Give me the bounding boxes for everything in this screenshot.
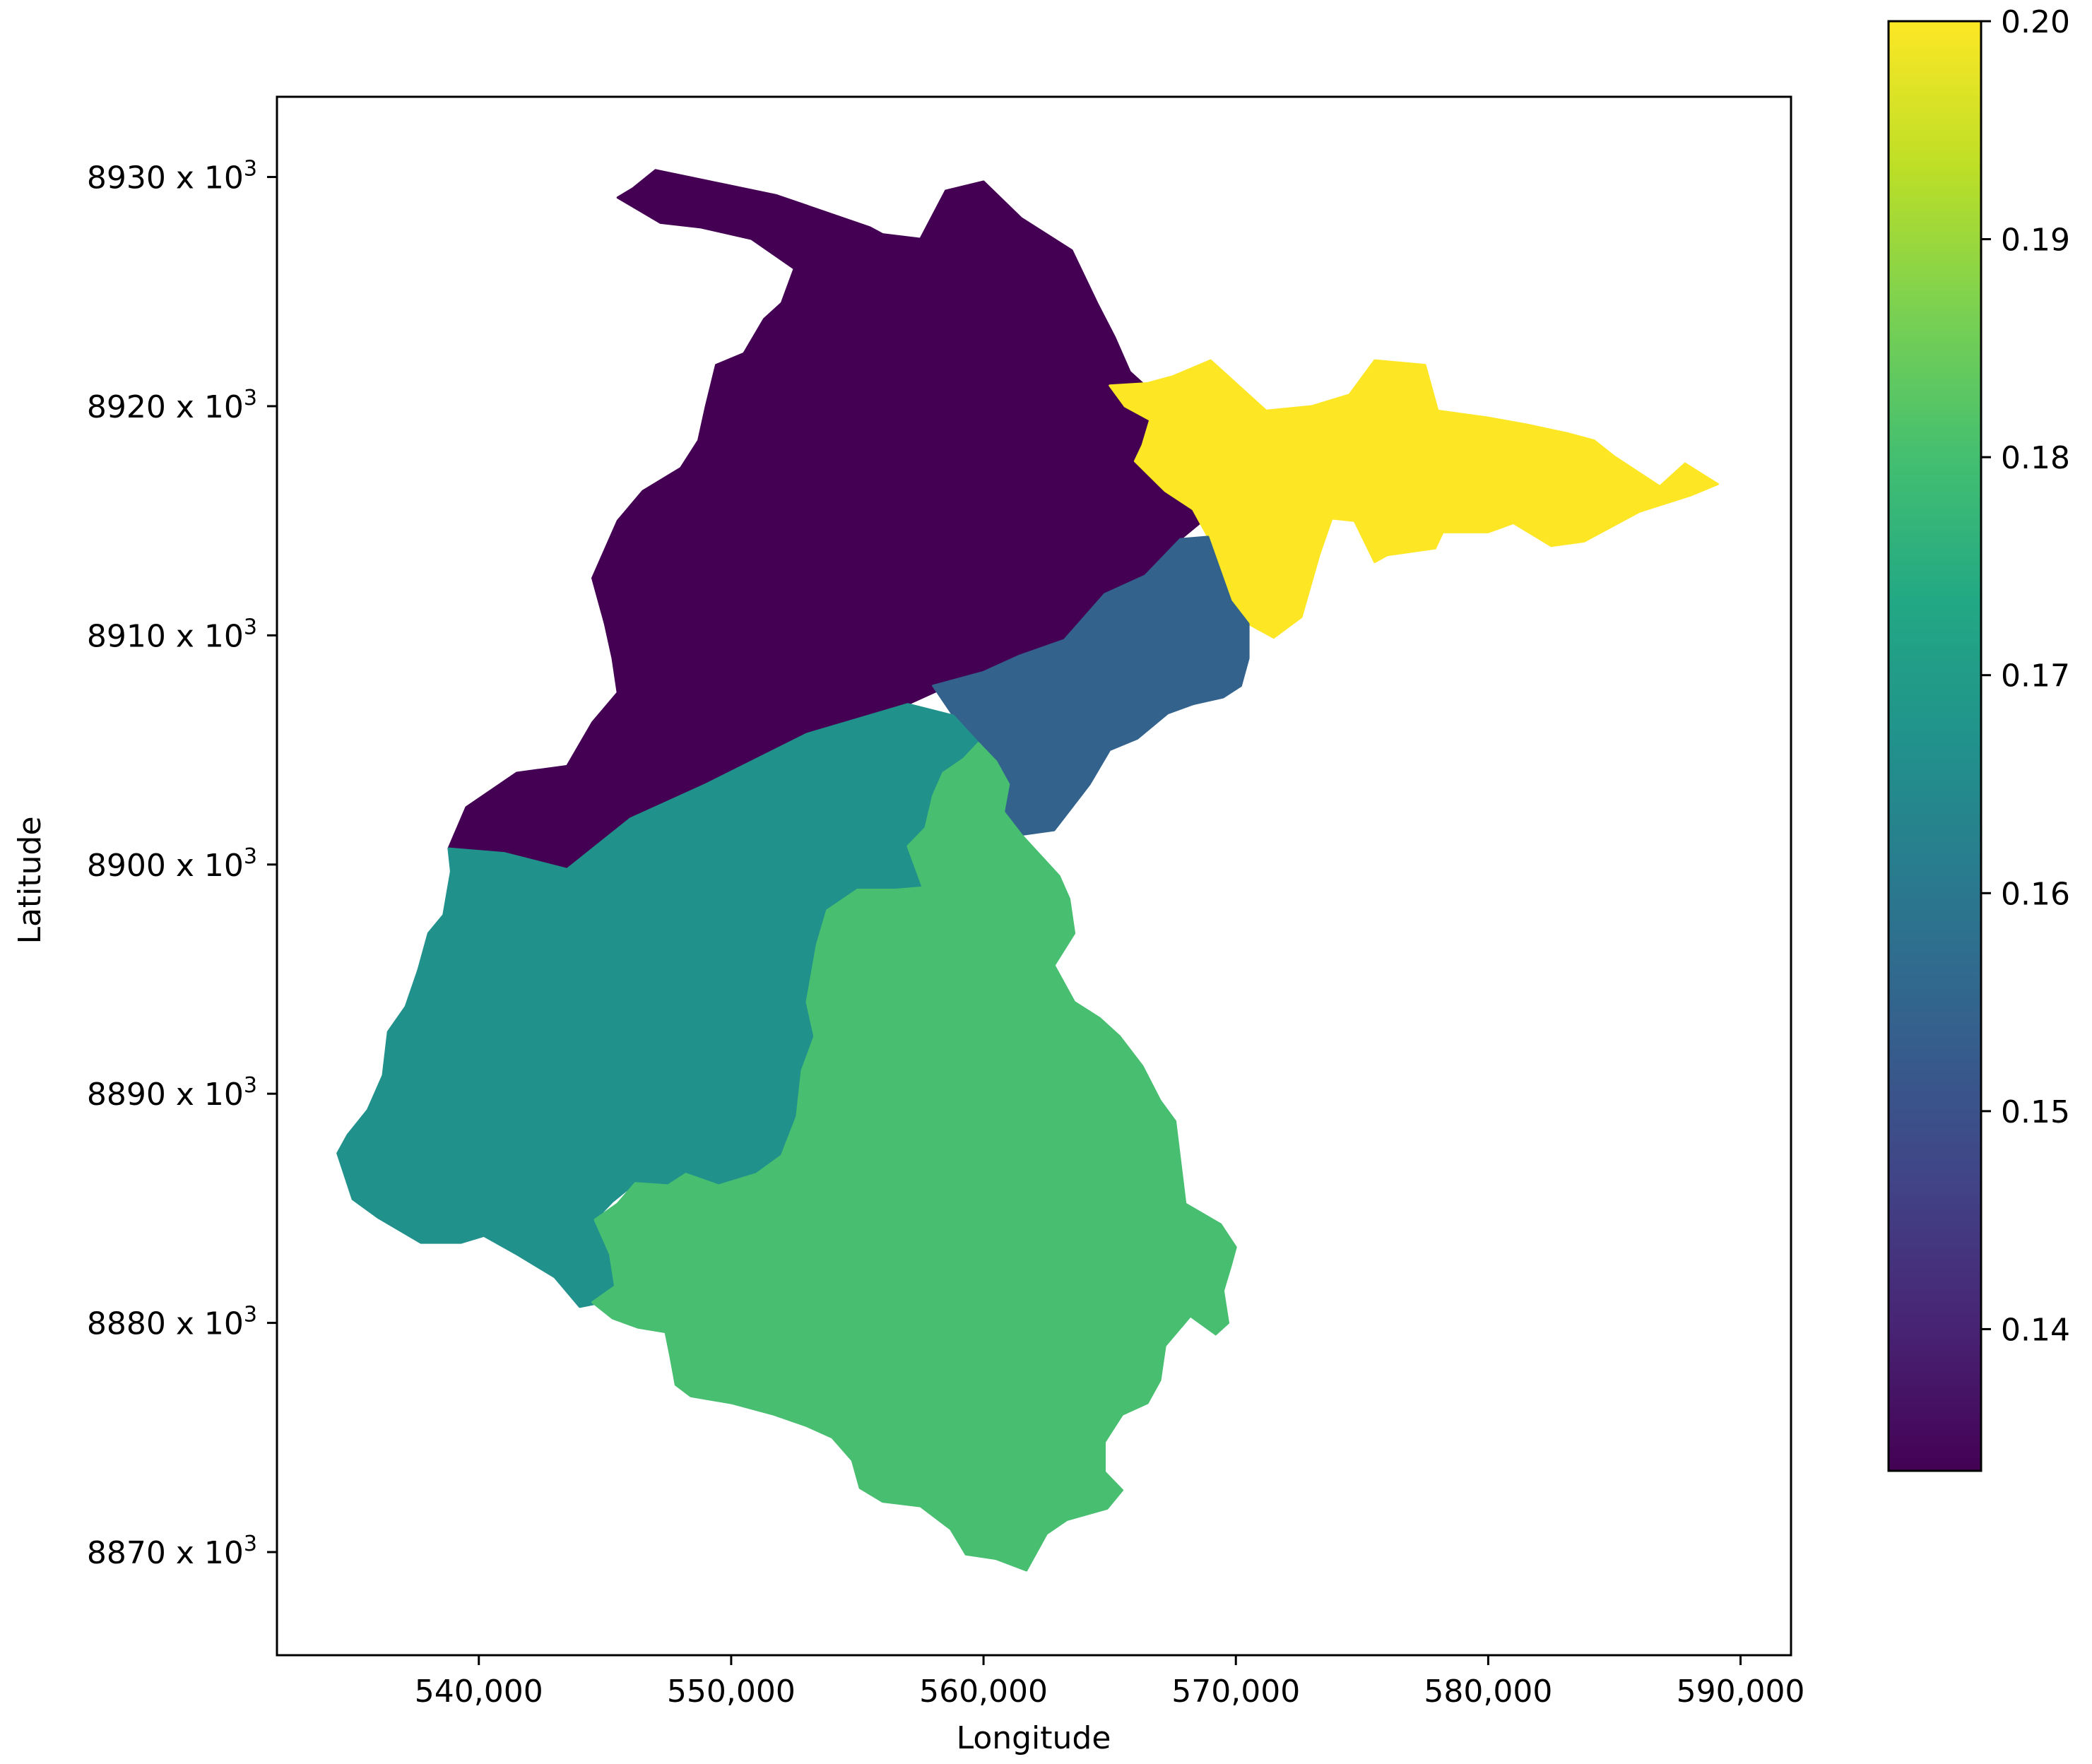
colorbar-tick-label: 0.14 [2001,1312,2070,1348]
region-5 [591,742,1237,1572]
colorbar-tick-label: 0.19 [2001,223,2070,259]
colorbar-tick-label: 0.20 [2001,4,2070,40]
map-axes-frame [276,95,1792,1657]
y-axis-ticks: 8870 x 103 8880 x 103 8890 x 103 8900 x 103… [87,157,277,1571]
y-tick-label: 8900 x 103 [87,844,257,884]
colorbar [1887,20,1982,1472]
x-tick-label: 570,000 [1171,1674,1300,1710]
colorbar-tick-label: 0.15 [2001,1094,2070,1130]
x-tick-label: 590,000 [1677,1674,1805,1710]
x-tick-label: 550,000 [667,1674,796,1710]
map-regions [336,169,1719,1572]
y-tick-label: 8890 x 103 [87,1073,257,1113]
y-tick-label: 8910 x 103 [87,615,257,654]
x-axis-label: Longitude [957,1720,1111,1756]
colorbar-ticks: 0.14 0.15 0.16 0.17 0.18 0.19 0.20 [1981,4,2070,1348]
y-axis-label: Latitude [12,816,48,944]
x-tick-label: 540,000 [415,1674,543,1710]
colorbar-tick-label: 0.18 [2001,440,2070,476]
y-tick-label: 8920 x 103 [87,386,257,425]
y-tick-label: 8880 x 103 [87,1303,257,1342]
colorbar-tick-label: 0.16 [2001,876,2070,912]
y-tick-label: 8930 x 103 [87,157,257,196]
colorbar-tick-label: 0.17 [2001,658,2070,694]
x-tick-label: 560,000 [919,1674,1048,1710]
x-axis-ticks: 540,000 550,000 560,000 570,000 580,000 590,0… [415,1655,1805,1710]
x-tick-label: 580,000 [1424,1674,1552,1710]
y-tick-label: 8870 x 103 [87,1532,257,1571]
